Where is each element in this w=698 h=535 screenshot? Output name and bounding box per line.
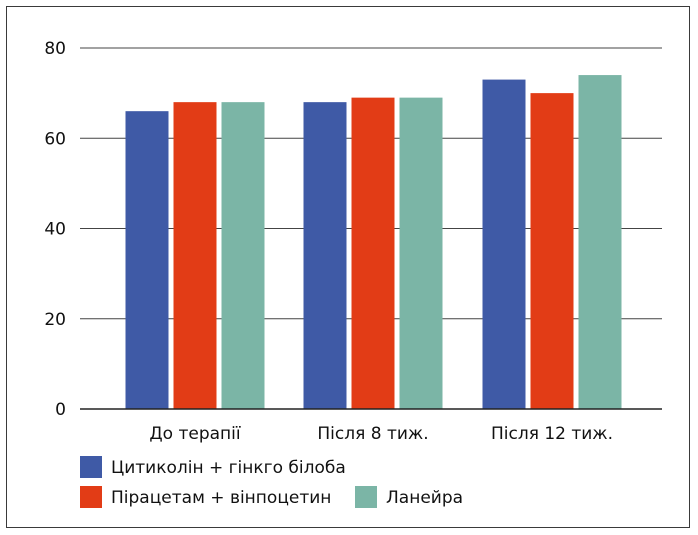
legend-swatch-3 [355, 486, 377, 508]
bar-series-2-cat-1 [173, 102, 217, 410]
legend-label-3: Ланейра [386, 488, 463, 508]
y-tick-label: 0 [55, 400, 66, 420]
bar-series-3-cat-2 [399, 97, 443, 409]
y-tick-label: 20 [44, 310, 66, 330]
legend-label-2: Пірацетам + вінпоцетин [111, 488, 331, 508]
y-tick-label: 40 [44, 220, 66, 240]
x-category-label: Після 8 тиж. [317, 424, 428, 444]
x-category-label: До терапії [149, 424, 240, 444]
bar-series-3-cat-3 [578, 75, 622, 409]
legend-label-1: Цитиколін + гінкго білоба [111, 458, 346, 478]
chart-frame [6, 6, 690, 528]
bar-series-2-cat-3 [530, 93, 574, 409]
bars [125, 75, 622, 410]
y-tick-label: 60 [44, 129, 66, 149]
legend: Цитиколін + гінкго білоба Пірацетам + він… [80, 456, 463, 508]
bar-series-1-cat-3 [482, 79, 526, 410]
bar-series-3-cat-1 [221, 102, 265, 410]
legend-swatch-1 [80, 456, 102, 478]
x-axis-categories: До терапії Після 8 тиж. Після 12 тиж. [149, 424, 613, 444]
bar-series-2-cat-2 [351, 97, 395, 409]
legend-swatch-2 [80, 486, 102, 508]
bar-series-1-cat-2 [303, 102, 347, 410]
y-tick-label: 80 [44, 39, 66, 59]
x-category-label: Після 12 тиж. [491, 424, 613, 444]
bar-series-1-cat-1 [125, 111, 169, 410]
y-axis-ticks: 0 20 40 60 80 [44, 39, 66, 420]
